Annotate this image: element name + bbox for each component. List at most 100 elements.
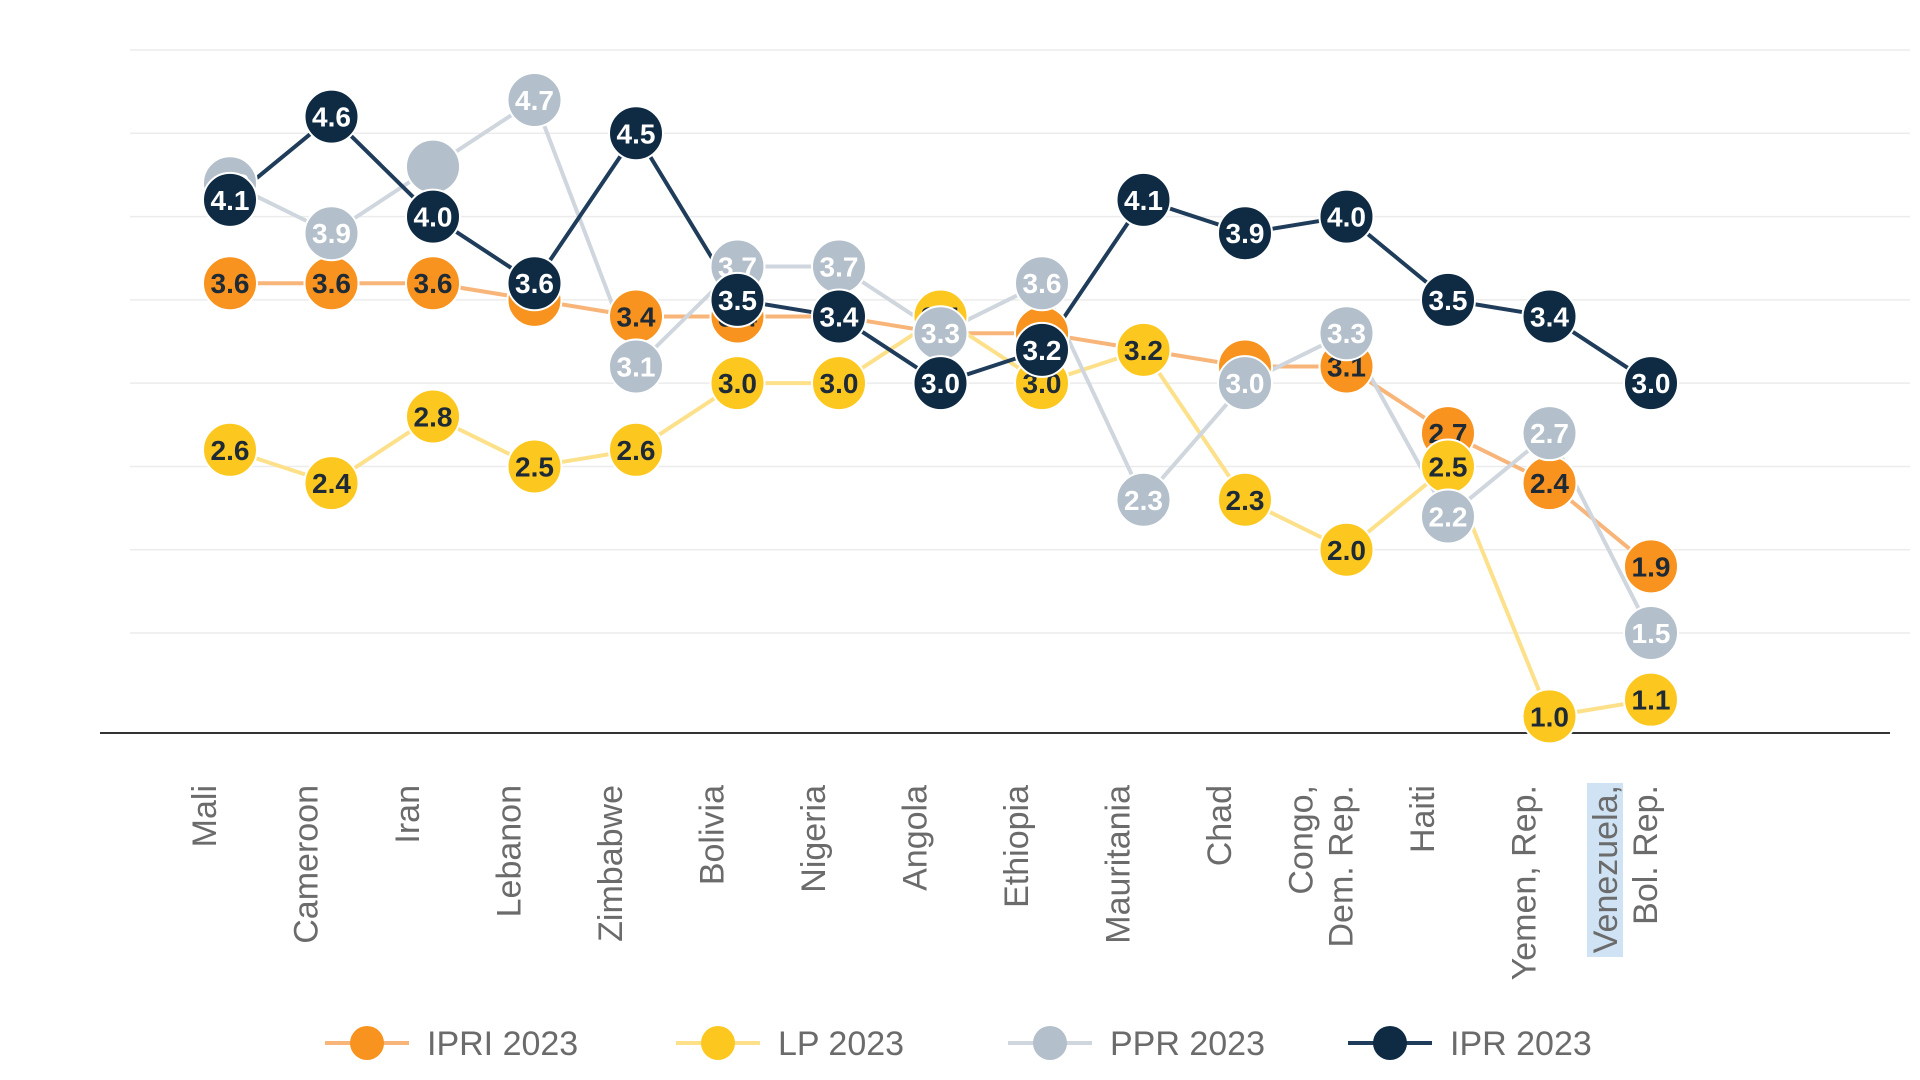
data-label: 3.9 [1226,218,1265,249]
data-point [608,338,664,395]
data-point [202,255,258,312]
data-label: 3.6 [1023,268,1062,299]
data-point [202,171,258,228]
data-point [608,421,664,478]
data-point [1623,605,1679,662]
data-label: 1.9 [1632,551,1671,582]
data-label: 3.3 [921,318,960,349]
data-label: 3.6 [515,268,554,299]
data-label: 1.1 [1632,685,1671,716]
data-point [506,255,563,312]
series-points-lp-2023: 2.6 2.4 2.8 2.5 2.6 3.0 3.0 3.4 3.0 3.2 2.3 2.0 2.5 1… [202,288,1679,745]
data-label: 2.6 [617,435,656,466]
x-tick-label: Haiti [1404,785,1442,853]
data-point [1014,255,1070,312]
legend-marker [1373,1026,1407,1060]
data-point [1623,538,1679,595]
data-point [1521,288,1578,345]
data-point [1115,471,1172,528]
data-label: 3.2 [1023,335,1062,366]
x-tick-label: Angola [897,785,935,891]
data-point [303,455,360,512]
data-label: 3.2 [1124,335,1163,366]
data-label: 2.2 [1429,501,1468,532]
data-label: 2.4 [312,468,351,499]
data-label: 3.5 [718,285,757,316]
legend-marker [1033,1026,1067,1060]
data-label: 4.0 [414,202,453,233]
data-label: 2.4 [1530,468,1569,499]
x-tick-label: Dem. Rep. [1323,785,1361,948]
data-label: 2.0 [1327,535,1366,566]
data-point [405,188,461,245]
legend-marker [350,1026,384,1060]
data-point [1115,321,1172,378]
data-point [1318,521,1375,578]
data-point [1623,671,1679,728]
data-label: 4.6 [312,102,351,133]
x-tick-label: Mali [186,785,224,847]
legend-label: PPR 2023 [1110,1025,1265,1063]
data-point [1420,488,1476,545]
x-tick-label: Cameroon [288,785,326,944]
data-point [405,255,461,312]
data-point [405,138,461,195]
data-label: 3.4 [617,302,656,333]
x-tick-label: Bol. Rep. [1627,785,1665,925]
data-point [912,355,969,412]
data-label: 4.5 [617,118,656,149]
legend-label: IPRI 2023 [427,1025,578,1063]
data-label: 3.6 [312,268,351,299]
x-tick-label: Iran [389,785,427,844]
data-point [506,71,563,128]
data-label: 2.5 [515,451,554,482]
series-points-ipr-2023: 4.1 4.6 4.0 3.6 4.5 3.5 3.4 3.0 3.2 4.1 3.9 4.0 3.5 3… [202,88,1679,412]
x-tick-label: Bolivia [694,785,732,885]
data-point [303,88,360,145]
data-label: 2.6 [211,435,250,466]
x-tick-labels: Mali Cameroon Iran Lebanon Zimbabwe Bolivia Ni… [186,783,1665,980]
x-tick-label: Congo, [1283,785,1321,895]
data-label: 3.0 [921,368,960,399]
x-tick-label: Venezuela, [1587,785,1625,953]
legend-label: IPR 2023 [1450,1025,1592,1063]
data-point [608,105,664,162]
data-label: 3.4 [1530,302,1569,333]
x-tick-label: Ethiopia [998,785,1036,908]
data-label: 3.7 [820,252,859,283]
data-point [811,355,867,412]
data-label: 2.7 [1530,418,1569,449]
data-label: 1.0 [1530,701,1569,732]
legend: IPRI 2023 LP 2023 PPR 2023 IPR 2023 [325,1025,1592,1063]
data-label: 4.1 [211,185,250,216]
data-label: 3.0 [718,368,757,399]
data-label: 2.8 [414,401,453,432]
data-label: 3.1 [617,352,656,383]
data-label: 3.6 [414,268,453,299]
data-point [1014,321,1070,378]
x-tick-label: Zimbabwe [592,785,630,942]
data-label: 2.3 [1124,485,1163,516]
data-point [709,355,766,412]
x-tick-label: Lebanon [491,785,529,917]
data-label: 3.3 [1327,318,1366,349]
data-point [1217,355,1273,412]
data-point [506,438,563,495]
data-point [1318,305,1375,362]
data-point [405,388,461,445]
data-point [1521,688,1578,745]
data-point [1420,271,1476,328]
x-tick-label: Nigeria [795,785,833,893]
legend-marker [701,1026,735,1060]
x-tick-label: Yemen, Rep. [1506,785,1544,980]
data-label: 4.1 [1124,185,1163,216]
data-point [1217,471,1273,528]
data-label: 3.0 [820,368,859,399]
data-point [1623,355,1679,412]
data-label: 3.4 [820,302,859,333]
x-tick-label: Chad [1201,785,1239,866]
x-tick-label: Mauritania [1100,785,1138,944]
data-point [709,271,766,328]
